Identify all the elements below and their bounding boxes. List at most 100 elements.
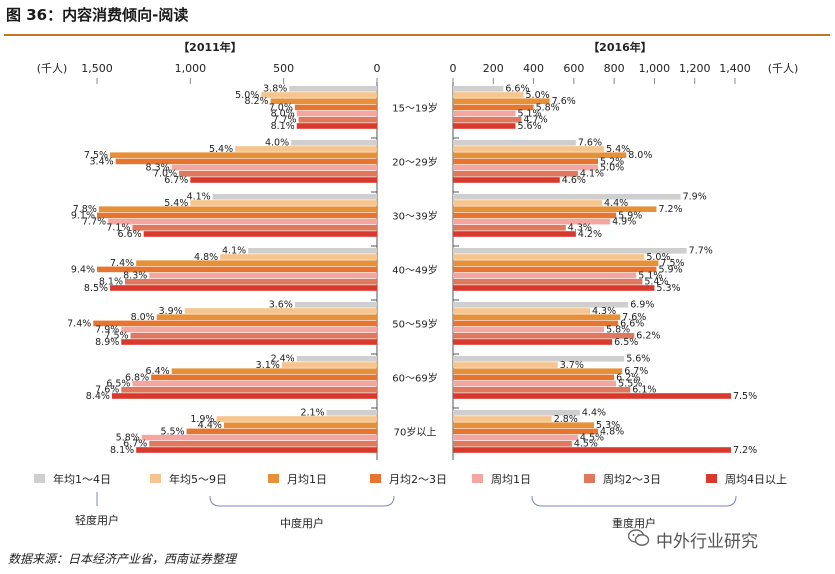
category-label: 60～69岁	[392, 372, 437, 385]
right-tick-label: 0	[450, 62, 457, 75]
title-divider	[4, 34, 830, 36]
data-label-2016: 5.5%	[618, 379, 642, 390]
data-label-2011: 7.0%	[269, 102, 293, 113]
data-label-2016: 7.6%	[622, 312, 646, 323]
bar-2011	[281, 362, 377, 368]
legend-label: 月均2～3日	[389, 473, 447, 486]
bar-2016	[453, 212, 617, 219]
bar-2011	[130, 333, 377, 339]
bar-2011	[235, 146, 377, 152]
data-label-2016: 7.6%	[578, 138, 602, 149]
data-label-2016: 5.8%	[606, 325, 630, 336]
data-label-2016: 2.8%	[554, 414, 578, 425]
legend-swatch	[706, 474, 717, 483]
bar-2011	[115, 158, 378, 165]
data-label-2016: 6.5%	[614, 337, 638, 348]
bar-2016	[453, 86, 504, 92]
data-label-2011: 6.7%	[164, 175, 188, 186]
data-label-2011: 5.4%	[164, 198, 188, 209]
data-label-2016: 6.2%	[636, 331, 660, 342]
bar-2011	[186, 428, 377, 435]
right-tick-label: 1,200	[679, 62, 711, 75]
bar-2011	[156, 314, 377, 320]
data-label-2011: 3.1%	[256, 360, 280, 371]
bar-2016	[453, 164, 599, 171]
legend-swatch	[34, 474, 45, 483]
data-label-2011: 3.8%	[263, 84, 287, 95]
bar-2011	[149, 272, 377, 279]
group-bracket	[531, 495, 737, 507]
data-label-2011: 2.1%	[300, 408, 324, 419]
data-label-2016: 5.4%	[606, 144, 630, 155]
right-tick-label: 1,400	[719, 62, 751, 75]
bar-2016	[453, 428, 599, 435]
bar-2016	[453, 279, 643, 285]
bar-2016	[453, 308, 590, 314]
data-label-2011: 1.9%	[190, 414, 214, 425]
data-label-2011: 7.8%	[73, 204, 97, 215]
data-label-2016: 6.2%	[616, 372, 640, 383]
bar-2011	[121, 387, 378, 393]
data-label-2016: 4.5%	[580, 433, 604, 444]
data-label-2016: 4.4%	[604, 198, 628, 209]
bar-2016	[453, 374, 615, 381]
bar-2011	[296, 356, 377, 362]
bar-2011	[111, 393, 377, 399]
data-label-2016: 5.6%	[517, 121, 541, 132]
left-panel-title: 【2011年】	[178, 40, 242, 54]
bar-2016	[453, 441, 572, 447]
bar-2016	[453, 314, 621, 320]
data-label-2011: 8.0%	[131, 312, 155, 323]
bar-2011	[220, 254, 377, 260]
data-label-2011: 4.4%	[198, 420, 222, 431]
bar-2011	[136, 447, 377, 453]
bar-2016	[453, 231, 576, 237]
data-label-2011: 6.5%	[106, 379, 130, 390]
legend-swatch	[268, 474, 279, 483]
left-tick-label: 1,500	[81, 62, 113, 75]
data-label-2011: 7.6%	[95, 385, 119, 396]
bar-2016	[453, 339, 613, 345]
data-label-2011: 7.5%	[104, 331, 128, 342]
bar-2011	[132, 380, 377, 387]
bar-2011	[110, 285, 378, 291]
data-label-2011: 3.9%	[159, 306, 183, 317]
data-label-2016: 5.8%	[536, 102, 560, 113]
data-label-2016: 4.2%	[578, 229, 602, 240]
data-label-2011: 3.6%	[269, 300, 293, 311]
data-label-2016: 7.5%	[733, 391, 757, 402]
bar-2016	[453, 152, 627, 158]
bar-2011	[326, 410, 377, 416]
bar-2016	[453, 158, 599, 165]
data-label-2016: 6.6%	[505, 84, 529, 95]
bar-2016	[453, 393, 731, 399]
legend-swatch	[472, 474, 483, 483]
bar-2016	[453, 302, 629, 308]
bar-2011	[223, 422, 377, 428]
left-tick-label: 1,000	[175, 62, 207, 75]
data-label-2011: 5.4%	[209, 144, 233, 155]
data-label-2011: 8.3%	[123, 271, 147, 282]
data-label-2011: 5.8%	[116, 433, 140, 444]
bar-2011	[298, 117, 377, 123]
data-label-2011: 6.6%	[118, 229, 142, 240]
legend-label: 年均1～4日	[53, 472, 111, 486]
bar-2011	[171, 368, 377, 374]
right-tick-label: 400	[523, 62, 544, 75]
user-group-label: 重度用户	[612, 516, 656, 530]
bar-2011	[108, 218, 377, 225]
right-tick-label: 600	[563, 62, 584, 75]
bar-2011	[294, 302, 377, 308]
bar-2016	[453, 117, 522, 123]
data-label-2016: 3.7%	[560, 360, 584, 371]
bar-2016	[453, 104, 534, 111]
bar-2016	[453, 200, 603, 206]
data-label-2011: 7.4%	[67, 318, 91, 329]
bar-2016	[453, 285, 655, 291]
data-label-2016: 4.4%	[582, 408, 606, 419]
data-label-2016: 5.6%	[626, 354, 650, 365]
bar-2016	[453, 387, 631, 393]
bar-2011	[291, 140, 377, 146]
bar-2011	[294, 104, 377, 111]
bar-2011	[141, 434, 377, 441]
